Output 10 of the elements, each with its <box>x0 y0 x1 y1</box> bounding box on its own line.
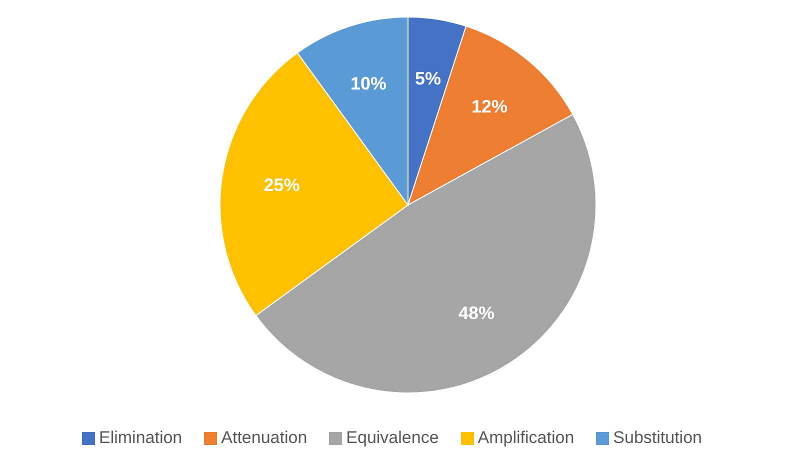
data-label: 48% <box>458 302 495 323</box>
data-label: 12% <box>471 96 508 116</box>
data-label: 10% <box>350 73 387 94</box>
data-label: 5% <box>414 68 442 89</box>
legend-label: Amplification <box>478 428 574 447</box>
legend-label: Attenuation <box>221 428 308 447</box>
data-label: 25% <box>264 175 300 195</box>
legend-label: Equivalence <box>346 428 439 447</box>
legend-label: Substitution <box>613 428 702 447</box>
legend-label: Elimination <box>98 428 182 447</box>
